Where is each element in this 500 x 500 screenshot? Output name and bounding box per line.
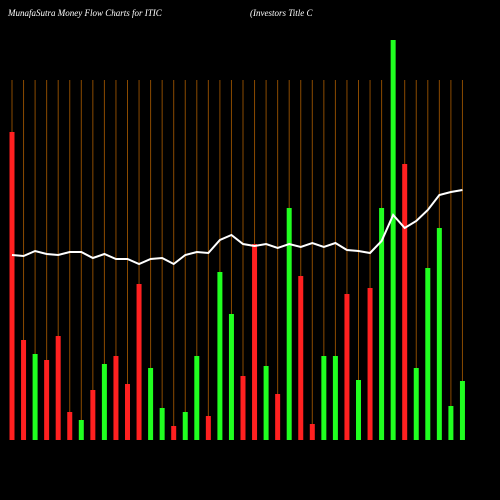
bar (298, 276, 304, 440)
bar (159, 408, 165, 440)
bar (344, 294, 350, 440)
bar (55, 336, 61, 440)
bar (263, 366, 269, 440)
bar (240, 376, 246, 440)
bar (448, 406, 454, 440)
bar (205, 416, 211, 440)
money-flow-line (11, 189, 463, 266)
bar (459, 381, 465, 440)
bar (228, 314, 234, 440)
bar (148, 368, 154, 440)
bar (275, 394, 281, 440)
bar (171, 426, 177, 440)
bar (9, 132, 15, 440)
bar (390, 40, 396, 440)
bar (125, 384, 130, 440)
bar (413, 368, 419, 440)
bar (217, 272, 223, 440)
bar (78, 420, 84, 440)
bar (32, 354, 38, 440)
bar (309, 424, 315, 440)
bar (182, 412, 188, 440)
bar (436, 228, 442, 440)
bar (136, 284, 142, 440)
bar (67, 412, 73, 440)
bar (425, 268, 431, 440)
chart-title: MunafaSutra Money Flow Charts for ITIC (7, 8, 163, 18)
bar (367, 288, 373, 440)
bar (44, 360, 50, 440)
chart-subtitle: (Investors Title C (250, 8, 313, 18)
bar (21, 340, 27, 440)
bar (332, 356, 338, 440)
bar (113, 356, 119, 440)
bar (321, 356, 327, 440)
bar (379, 208, 385, 440)
bar (101, 364, 107, 440)
bar (252, 244, 258, 440)
bar (90, 390, 96, 440)
bar (286, 208, 292, 440)
bar (194, 356, 200, 440)
bar (356, 380, 361, 440)
bar (402, 164, 408, 440)
